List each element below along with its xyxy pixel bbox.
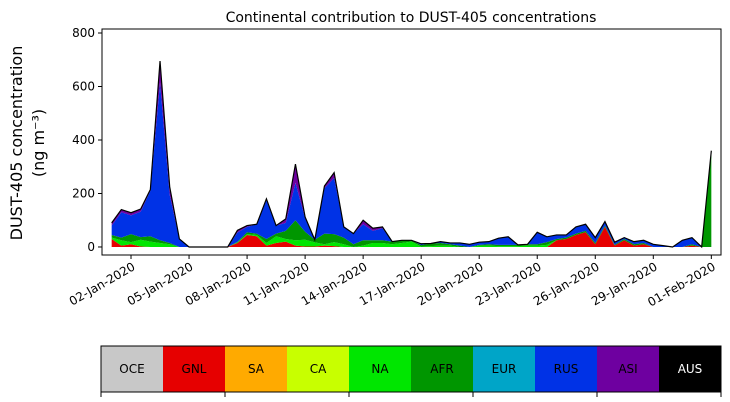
legend-label: SA	[248, 362, 265, 376]
legend-label: OCE	[119, 362, 144, 376]
y-axis-unit-label: (ng m⁻³)	[29, 109, 48, 177]
y-tick-label: 800	[72, 26, 95, 40]
area-series-gnl	[111, 226, 712, 247]
y-tick-label: 600	[72, 80, 95, 94]
legend-label: EUR	[492, 362, 517, 376]
legend-label: RUS	[554, 362, 579, 376]
legend: OCE GNL SA CA NA AFR EUR RUS ASI AUS	[100, 345, 722, 397]
y-tick-label: 400	[72, 133, 95, 147]
area-series-rus	[111, 82, 712, 247]
legend-swatch-asi	[597, 346, 660, 392]
area-series-eur	[111, 150, 712, 247]
plot-area	[111, 61, 712, 249]
axes-frame	[101, 28, 722, 256]
legend-label: GNL	[182, 362, 207, 376]
legend-swatch-eur	[473, 346, 536, 392]
legend-label: CA	[310, 362, 327, 376]
area-series-afr	[111, 150, 712, 247]
y-tick-label: 200	[72, 186, 95, 200]
legend-swatch-na	[349, 346, 412, 392]
legend-swatch-oce	[101, 346, 164, 392]
legend-swatch-sa	[225, 346, 288, 392]
area-series-asi	[111, 61, 712, 247]
area-series-aus	[111, 61, 712, 247]
legend-label: AUS	[678, 362, 703, 376]
legend-swatch-ca	[287, 346, 350, 392]
chart-title: Continental contribution to DUST-405 con…	[226, 10, 597, 26]
area-series-na	[111, 226, 712, 247]
legend-frame	[100, 345, 722, 393]
y-tick-label: 0	[87, 240, 95, 254]
legend-swatch-rus	[535, 346, 598, 392]
legend-label: ASI	[618, 362, 637, 376]
legend-label: NA	[371, 362, 389, 376]
legend-label: AFR	[430, 362, 453, 376]
legend-swatch-gnl	[163, 346, 226, 392]
y-axis-label: DUST-405 concentration	[7, 46, 26, 241]
legend-swatch-afr	[411, 346, 474, 392]
total-outline	[111, 61, 712, 249]
legend-swatch-aus	[659, 346, 722, 392]
